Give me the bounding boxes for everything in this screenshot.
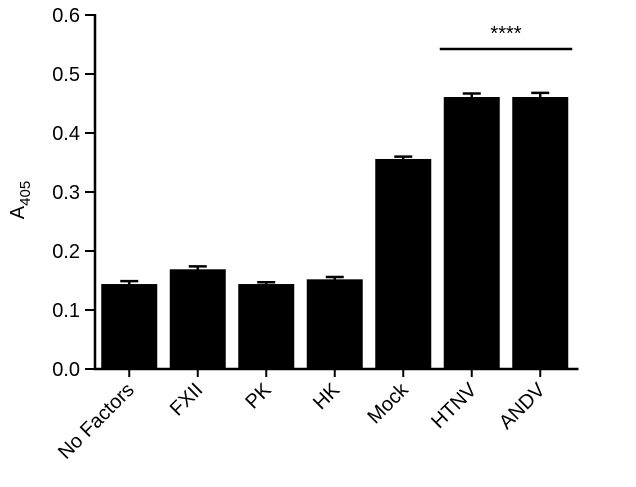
error-bar xyxy=(257,281,276,286)
bar xyxy=(101,284,158,369)
bar xyxy=(375,158,432,369)
x-tick-label: Mock xyxy=(363,378,413,428)
y-axis-label-main: A xyxy=(7,205,29,219)
significance-annotation: **** xyxy=(490,23,521,45)
y-tick-label: 0.1 xyxy=(52,300,80,322)
y-tick-label: 0.3 xyxy=(52,182,80,204)
error-bar xyxy=(394,155,413,162)
x-tick-label: ANDV xyxy=(495,379,550,434)
error-bar xyxy=(120,279,139,287)
y-axis-label: A405 xyxy=(7,181,34,219)
y-tick-label: 0.4 xyxy=(52,123,80,145)
bar xyxy=(306,279,363,369)
error-bar xyxy=(531,91,550,102)
y-tick-label: 0.0 xyxy=(52,359,80,381)
bar xyxy=(238,284,295,369)
y-tick-label: 0.6 xyxy=(52,5,80,27)
error-bar xyxy=(462,92,481,101)
x-tick-label: No Factors xyxy=(54,379,139,464)
y-tick-label: 0.2 xyxy=(52,241,80,263)
error-bar xyxy=(325,275,344,282)
x-tick-label: FXII xyxy=(166,379,207,420)
bar xyxy=(443,97,500,369)
error-bar xyxy=(188,265,207,273)
x-tick-label: PK xyxy=(241,379,276,414)
bar xyxy=(512,97,569,369)
bar xyxy=(169,269,226,369)
y-axis-label-subscript: 405 xyxy=(17,181,34,206)
x-tick-label: HTNV xyxy=(427,379,482,434)
x-tick-label: HK xyxy=(309,379,345,415)
y-tick-label: 0.5 xyxy=(52,64,80,86)
